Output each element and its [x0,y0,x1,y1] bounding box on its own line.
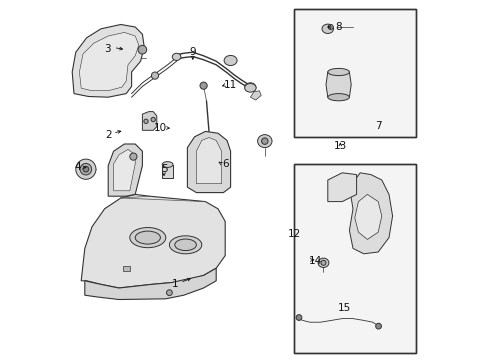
Ellipse shape [328,68,349,76]
Ellipse shape [376,323,381,329]
Ellipse shape [80,163,92,175]
Text: 10: 10 [154,123,167,133]
Ellipse shape [151,117,155,122]
Ellipse shape [130,153,137,160]
Polygon shape [349,173,392,254]
Ellipse shape [321,260,326,265]
Polygon shape [114,149,135,191]
Ellipse shape [83,166,89,172]
Ellipse shape [318,258,329,267]
Polygon shape [355,194,382,239]
Polygon shape [196,138,221,184]
Text: 15: 15 [338,303,351,313]
Ellipse shape [200,82,207,89]
Ellipse shape [170,236,202,254]
Ellipse shape [245,84,256,92]
Ellipse shape [245,83,256,91]
Polygon shape [108,144,143,196]
Bar [122,266,130,271]
Text: 5: 5 [161,164,167,174]
Text: 1: 1 [172,279,178,289]
Text: 9: 9 [190,47,196,57]
Ellipse shape [138,45,147,54]
Ellipse shape [322,24,334,33]
Ellipse shape [175,239,196,251]
Bar [162,165,173,178]
Text: 7: 7 [375,121,382,131]
Ellipse shape [130,228,166,248]
Ellipse shape [258,135,272,148]
Text: 11: 11 [224,80,237,90]
Text: 14: 14 [309,256,322,266]
Polygon shape [143,112,157,130]
Polygon shape [250,91,261,100]
Ellipse shape [135,231,160,244]
Bar [294,164,416,353]
Polygon shape [72,24,144,97]
Bar [294,9,416,137]
Polygon shape [81,194,225,288]
Ellipse shape [167,290,172,296]
Ellipse shape [328,24,333,30]
Ellipse shape [76,159,96,179]
Polygon shape [326,72,351,97]
Text: 13: 13 [334,141,347,151]
Text: 12: 12 [288,229,301,239]
Ellipse shape [328,94,349,101]
Bar [294,9,416,137]
Ellipse shape [162,162,173,167]
Ellipse shape [296,315,302,320]
Ellipse shape [172,53,181,60]
Polygon shape [187,131,231,193]
Text: 8: 8 [335,22,342,32]
Text: 3: 3 [104,44,111,54]
Ellipse shape [262,138,268,144]
Polygon shape [328,173,357,202]
Ellipse shape [144,119,148,123]
Bar [294,164,416,353]
Ellipse shape [151,72,159,79]
Text: 6: 6 [222,159,228,169]
Text: 4: 4 [74,162,81,172]
Ellipse shape [224,55,237,66]
Text: 2: 2 [105,130,112,140]
Polygon shape [79,32,139,91]
Polygon shape [85,268,216,300]
